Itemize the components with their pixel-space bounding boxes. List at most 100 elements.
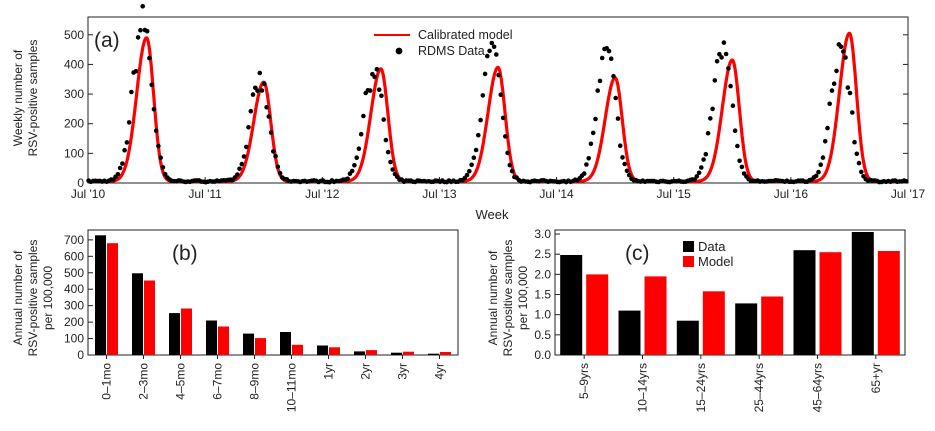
data-point <box>590 130 596 136</box>
data-point <box>480 93 486 98</box>
bar-model <box>761 296 784 355</box>
data-point <box>126 120 132 125</box>
data-point <box>714 59 720 64</box>
y-tick-label: 2.5 <box>534 247 551 261</box>
data-point <box>266 114 272 119</box>
panel-a-frame <box>87 16 909 184</box>
data-point <box>624 168 630 174</box>
x-tick-label: 10–14yrs <box>636 363 650 412</box>
bar-model <box>644 276 667 355</box>
y-tick-label: 100 <box>64 332 84 346</box>
data-point <box>608 56 614 61</box>
x-tick-label: 4–5mo <box>174 363 188 400</box>
data-point <box>250 92 256 97</box>
data-point <box>476 132 481 138</box>
data-point <box>705 130 711 136</box>
data-point <box>593 116 598 122</box>
x-tick-label: Jul '15 <box>657 187 692 201</box>
panel-b-frame <box>87 229 459 356</box>
bar-data <box>428 353 439 355</box>
data-point <box>726 66 731 71</box>
legend-data-label: RDMS Data <box>418 44 485 58</box>
panel-a-ylabel-line2: RSV-positive samples <box>26 40 40 157</box>
data-point <box>850 110 855 115</box>
data-point <box>358 131 364 137</box>
legend-data-box <box>683 241 694 252</box>
data-point <box>719 55 724 60</box>
data-point <box>584 162 589 167</box>
data-point <box>827 101 832 107</box>
data-point <box>739 164 745 170</box>
data-point <box>374 67 380 72</box>
data-point <box>352 163 357 168</box>
data-point <box>829 88 835 93</box>
data-point <box>262 81 267 86</box>
bar-model <box>819 252 842 355</box>
y-tick-label: 200 <box>64 117 84 131</box>
bar-model <box>292 344 303 355</box>
data-point <box>149 82 154 88</box>
data-point <box>135 35 141 40</box>
bar-model <box>877 251 900 355</box>
data-point <box>694 174 700 179</box>
data-point <box>158 155 163 160</box>
bar-model <box>329 347 340 355</box>
data-point <box>696 170 702 176</box>
data-point <box>264 105 269 110</box>
data-point <box>464 172 470 178</box>
y-tick-label: 0 <box>77 176 84 190</box>
data-point <box>617 143 623 148</box>
y-tick-label: 700 <box>64 233 84 247</box>
data-point <box>500 115 506 121</box>
legend-model-label: Calibrated model <box>418 28 513 42</box>
data-point <box>160 165 166 170</box>
data-point <box>478 117 483 123</box>
bar-model <box>586 274 609 355</box>
data-point <box>622 161 627 167</box>
data-point <box>620 155 625 160</box>
y-tick-label: 500 <box>64 28 84 42</box>
y-tick-label: 1.0 <box>534 308 551 322</box>
data-point <box>383 137 389 143</box>
data-point <box>241 154 247 159</box>
data-point <box>259 88 265 93</box>
panel-c-bar-older: Annual number of RSV-positive samples pe… <box>486 227 906 412</box>
panel-b-ylabel-line3: per 100,000 <box>41 266 55 330</box>
data-point <box>390 167 396 172</box>
data-point <box>275 164 281 170</box>
legend-data-swatch <box>395 47 403 55</box>
x-tick-label: 2yr <box>359 363 373 380</box>
x-tick-label: 8–9mo <box>248 363 262 400</box>
bar-data <box>560 255 583 355</box>
bar-data <box>132 273 143 355</box>
data-point <box>581 171 587 176</box>
bar-data <box>735 303 758 355</box>
data-point <box>503 134 508 139</box>
panel-b-label: (b) <box>172 242 198 265</box>
bar-data <box>169 313 180 355</box>
data-point <box>381 117 387 122</box>
panel-a-ylabel-line1: Weekly number of <box>11 49 25 146</box>
bar-data <box>280 332 291 355</box>
data-point <box>723 51 729 57</box>
x-tick-label: 2–3mo <box>137 363 151 400</box>
data-point <box>133 68 139 74</box>
x-tick-label: 4yr <box>433 363 447 380</box>
x-tick-label: Jul '11 <box>188 187 222 201</box>
bar-model <box>218 326 229 355</box>
panel-b-bar-young: Annual number of RSV-positive samples pe… <box>11 229 459 412</box>
data-point <box>354 155 360 160</box>
data-point <box>710 106 715 112</box>
x-tick-label: Jul '12 <box>305 187 340 201</box>
legend-model-box <box>683 256 694 267</box>
bar-data <box>793 250 816 355</box>
data-point <box>505 150 510 156</box>
y-tick-label: 2.0 <box>534 267 551 281</box>
data-point <box>372 74 378 80</box>
bar-data <box>317 345 328 355</box>
data-point <box>859 169 864 175</box>
data-point <box>595 88 600 93</box>
data-point <box>494 52 499 57</box>
data-point <box>361 113 366 119</box>
x-tick-label: 10–11mo <box>285 363 299 412</box>
